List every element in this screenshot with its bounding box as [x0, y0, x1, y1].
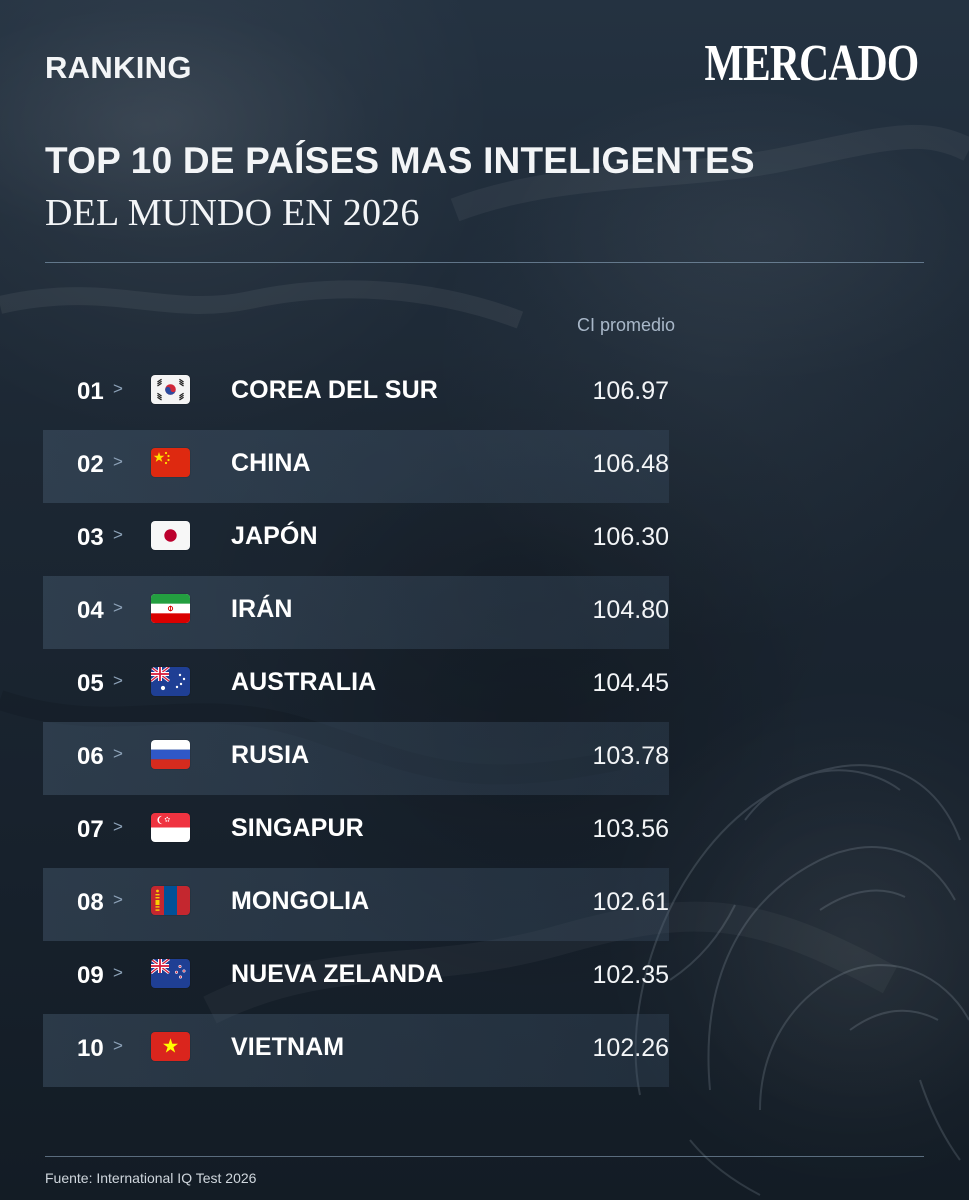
source-text: Fuente: International IQ Test 2026	[45, 1170, 256, 1186]
rank-number: 06	[77, 743, 104, 771]
chevron-right-icon: >	[113, 744, 123, 764]
rank-number: 02	[77, 451, 104, 479]
ci-average-header: CI promedio	[577, 315, 675, 336]
country-name: SINGAPUR	[231, 814, 364, 843]
rank-number: 03	[77, 524, 104, 552]
iq-value: 106.48	[549, 450, 669, 479]
country-name: MONGOLIA	[231, 887, 369, 916]
mercado-logo: MERCADO	[704, 34, 918, 93]
table-row: 06 > RUSIA 103.78	[43, 722, 669, 795]
table-row: 07 > SINGAPUR 103.56	[43, 795, 669, 868]
table-row: 04 > IRÁN 104.80	[43, 576, 669, 649]
iq-value: 106.97	[549, 377, 669, 406]
rank-number: 08	[77, 889, 104, 917]
country-name: VIETNAM	[231, 1033, 344, 1062]
iq-value: 102.61	[549, 888, 669, 917]
iq-value: 104.80	[549, 596, 669, 625]
chevron-right-icon: >	[113, 890, 123, 910]
new-zealand-flag-icon	[151, 959, 190, 988]
rank-number: 10	[77, 1035, 104, 1063]
iq-value: 104.45	[549, 669, 669, 698]
table-row: 10 > VIETNAM 102.26	[43, 1014, 669, 1087]
vietnam-flag-icon	[151, 1032, 190, 1061]
chevron-right-icon: >	[113, 671, 123, 691]
country-name: IRÁN	[231, 595, 293, 624]
rank-number: 01	[77, 378, 104, 406]
chevron-right-icon: >	[113, 452, 123, 472]
chevron-right-icon: >	[113, 525, 123, 545]
table-row: 08 > MONGOLIA 102	[43, 868, 669, 941]
chevron-right-icon: >	[113, 963, 123, 983]
singapore-flag-icon	[151, 813, 190, 842]
chevron-right-icon: >	[113, 817, 123, 837]
iran-flag-icon	[151, 594, 190, 623]
country-name: CHINA	[231, 449, 311, 478]
table-row: 03 > JAPÓN 106.30	[43, 503, 669, 576]
china-flag-icon	[151, 448, 190, 477]
japan-flag-icon	[151, 521, 190, 550]
mongolia-flag-icon	[151, 886, 190, 915]
top-divider	[45, 262, 924, 263]
chevron-right-icon: >	[113, 1036, 123, 1056]
rank-number: 07	[77, 816, 104, 844]
table-row: 05 > AUSTRALI	[43, 649, 669, 722]
russia-flag-icon	[151, 740, 190, 769]
iq-value: 102.35	[549, 961, 669, 990]
bottom-divider	[45, 1156, 924, 1157]
chevron-right-icon: >	[113, 598, 123, 618]
table-row: 01 >	[43, 357, 669, 430]
page-title: TOP 10 DE PAÍSES MAS INTELIGENTES	[45, 140, 755, 181]
table-row: 02 > CHINA 106.48	[43, 430, 669, 503]
rank-number: 09	[77, 962, 104, 990]
country-name: RUSIA	[231, 741, 309, 770]
south-korea-flag-icon	[151, 375, 190, 404]
country-name: COREA DEL SUR	[231, 376, 438, 405]
country-name: AUSTRALIA	[231, 668, 376, 697]
page-subtitle: DEL MUNDO EN 2026	[45, 191, 420, 235]
iq-value: 106.30	[549, 523, 669, 552]
country-name: NUEVA ZELANDA	[231, 960, 443, 989]
iq-value: 103.78	[549, 742, 669, 771]
iq-value: 102.26	[549, 1034, 669, 1063]
country-name: JAPÓN	[231, 522, 318, 551]
table-row: 09 >	[43, 941, 669, 1014]
ranking-table: 01 >	[43, 357, 669, 1087]
rank-number: 04	[77, 597, 104, 625]
iq-value: 103.56	[549, 815, 669, 844]
chevron-right-icon: >	[113, 379, 123, 399]
ranking-label: RANKING	[45, 50, 192, 86]
australia-flag-icon	[151, 667, 190, 696]
rank-number: 05	[77, 670, 104, 698]
